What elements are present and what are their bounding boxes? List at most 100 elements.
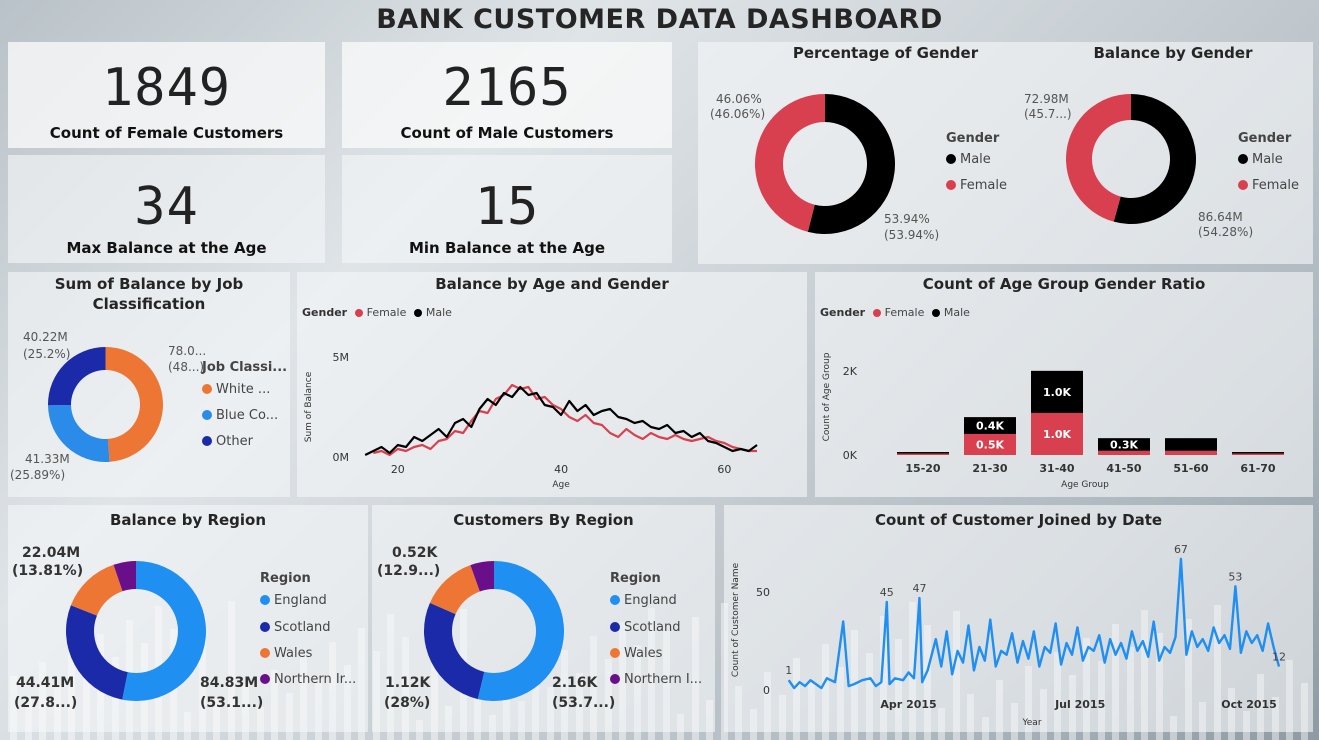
joined-series-line — [787, 557, 1281, 690]
region-cust-scotland-pct: (28%) — [384, 695, 431, 711]
bar-male-15-20 — [897, 452, 949, 454]
joined-title: Count of Customer Joined by Date — [874, 511, 1163, 529]
slice-female[interactable] — [755, 94, 825, 232]
slice-northern-ireland[interactable] — [470, 561, 494, 592]
x-tick-label: Oct 2015 — [1221, 698, 1277, 711]
job-legend-title: Job Classi... — [202, 360, 288, 375]
male-swatch-icon — [1238, 154, 1248, 164]
kpi-female-value: 1849 — [101, 58, 232, 118]
job-legend-other[interactable]: Other — [202, 434, 253, 449]
bar-female-51-60 — [1165, 450, 1217, 455]
legend-female[interactable]: Female — [869, 306, 924, 319]
balance-by-gender-title: Balance by Gender — [1093, 44, 1253, 62]
slice-male[interactable] — [1113, 94, 1196, 224]
job-classification-donut[interactable] — [48, 347, 163, 462]
slice-white-collar[interactable] — [105, 347, 163, 462]
job-blue-value: 41.33M — [25, 452, 70, 466]
balance-by-gender-donut[interactable] — [1066, 94, 1196, 224]
slice-england[interactable] — [477, 561, 564, 701]
x-tick-label: 51-60 — [1173, 462, 1209, 475]
customers-by-region-panel[interactable]: Customers By Region 0.52K (12.9...) 1.12… — [372, 505, 715, 732]
legend-male[interactable]: Male — [410, 306, 452, 319]
job-blue-pct: (25.89%) — [10, 468, 66, 482]
northern-ireland-swatch-icon — [260, 674, 270, 684]
bal-gender-legend-female[interactable]: Female — [1238, 178, 1299, 193]
slice-other[interactable] — [48, 347, 106, 406]
data-label: 67 — [1174, 543, 1188, 556]
slice-blue-collar[interactable] — [48, 404, 110, 462]
region-cust-legend-scotland[interactable]: Scotland — [610, 620, 681, 635]
job-title-line2: Classification — [92, 295, 206, 313]
legend-label: White ... — [216, 382, 271, 397]
balance-by-region-donut[interactable] — [66, 561, 207, 701]
bal-gender-legend-male[interactable]: Male — [1238, 152, 1283, 167]
age-group-legend: Gender Female Male — [820, 306, 970, 319]
bar-male-21-30 — [964, 417, 1016, 434]
legend-male[interactable]: Male — [928, 306, 970, 319]
customers-by-region-donut[interactable] — [424, 561, 564, 701]
legend-label: Wales — [624, 646, 663, 661]
percentage-of-gender-title: Percentage of Gender — [792, 44, 979, 62]
female-swatch-icon — [872, 309, 881, 317]
x-axis-label: Age — [552, 480, 570, 490]
customers-joined-panel[interactable]: Count of Customer Joined by Date 50 0 Coun… — [724, 505, 1313, 732]
bar-data-label: 0.5K — [976, 438, 1004, 451]
bar-data-label: 1.0K — [1043, 428, 1071, 441]
x-tick-label: 61-70 — [1240, 462, 1276, 475]
slice-northern-ireland[interactable] — [113, 561, 136, 592]
region-cust-scotland-value: 1.12K — [385, 675, 431, 691]
pct-gender-legend-female[interactable]: Female — [946, 178, 1007, 193]
region-cust-england-pct: (53.7...) — [552, 695, 616, 711]
region-bal-legend-ni[interactable]: Northern Ir... — [260, 672, 356, 687]
bal-female-sub: (45.7...) — [1024, 107, 1072, 121]
legend-label: Female — [1252, 178, 1300, 193]
slice-wales[interactable] — [70, 564, 123, 616]
job-classification-panel[interactable]: Sum of Balance by Job Classification 40.… — [8, 272, 290, 497]
legend-female[interactable]: Female — [351, 306, 406, 319]
job-white-pct: (48...) — [168, 360, 205, 374]
region-bal-scotland-pct: (27.8...) — [14, 695, 78, 711]
slice-female[interactable] — [1066, 94, 1131, 222]
kpi-min-age-card: 15 Min Balance at the Age — [342, 155, 672, 263]
job-legend-blue[interactable]: Blue Co... — [202, 408, 278, 423]
region-cust-legend-wales[interactable]: Wales — [610, 646, 662, 661]
kpi-min-age-label: Min Balance at the Age — [408, 239, 606, 257]
slice-scotland[interactable] — [66, 605, 128, 700]
job-legend-white[interactable]: White ... — [202, 382, 270, 397]
age-gender-line-chart[interactable]: 5M 0M 20 40 60 Sum of Balance Age — [297, 332, 807, 492]
data-label: 1 — [785, 664, 792, 677]
x-tick-label: 40 — [554, 463, 568, 476]
x-tick-label: 31-40 — [1039, 462, 1075, 475]
series-line-male — [364, 385, 758, 456]
male-swatch-icon — [946, 154, 956, 164]
customers-joined-line-chart[interactable]: 50 0 Count of Customer Name Year Apr 2015 Jul… — [724, 535, 1313, 730]
region-bal-england-value: 84.83M — [200, 675, 259, 691]
region-bal-legend-england[interactable]: England — [260, 593, 327, 608]
pct-gender-legend-title: Gender — [946, 131, 1000, 146]
slice-scotland[interactable] — [424, 602, 485, 700]
x-tick-label: 20 — [391, 463, 405, 476]
white-collar-swatch-icon — [202, 384, 212, 394]
bal-male-label: 86.64M — [1198, 210, 1243, 224]
x-tick-label: 41-50 — [1106, 462, 1142, 475]
region-cust-legend-england[interactable]: England — [610, 593, 677, 608]
age-group-bar-chart[interactable]: 2K 0K Count of Age Group Age Group 15-20 0.5K… — [815, 332, 1313, 497]
balance-by-age-gender-panel[interactable]: Balance by Age and Gender Gender Female … — [297, 272, 807, 497]
region-bal-legend-scotland[interactable]: Scotland — [260, 620, 331, 635]
region-cust-legend-ni[interactable]: Northern I... — [610, 672, 702, 687]
balance-by-region-panel[interactable]: Balance by Region 22.04M (13.81%) 44.41M… — [8, 505, 368, 732]
job-title-line1: Sum of Balance by Job — [54, 275, 244, 293]
bal-male-sub: (54.28%) — [1198, 225, 1254, 239]
percentage-of-gender-panel[interactable]: Percentage of Gender Balance by Gender 4… — [698, 42, 1313, 264]
age-group-ratio-panel[interactable]: Count of Age Group Gender Ratio Gender F… — [815, 272, 1313, 497]
slice-england[interactable] — [122, 561, 207, 701]
pct-gender-legend-male[interactable]: Male — [946, 152, 991, 167]
region-bal-legend-wales[interactable]: Wales — [260, 646, 312, 661]
kpi-max-age-label: Max Balance at the Age — [66, 239, 267, 257]
slice-male[interactable] — [807, 94, 895, 234]
percentage-of-gender-donut[interactable] — [755, 94, 895, 234]
slice-wales[interactable] — [429, 565, 480, 615]
legend-label: England — [624, 593, 677, 608]
pct-male-sub: (53.94%) — [884, 228, 940, 242]
wales-swatch-icon — [610, 648, 620, 658]
